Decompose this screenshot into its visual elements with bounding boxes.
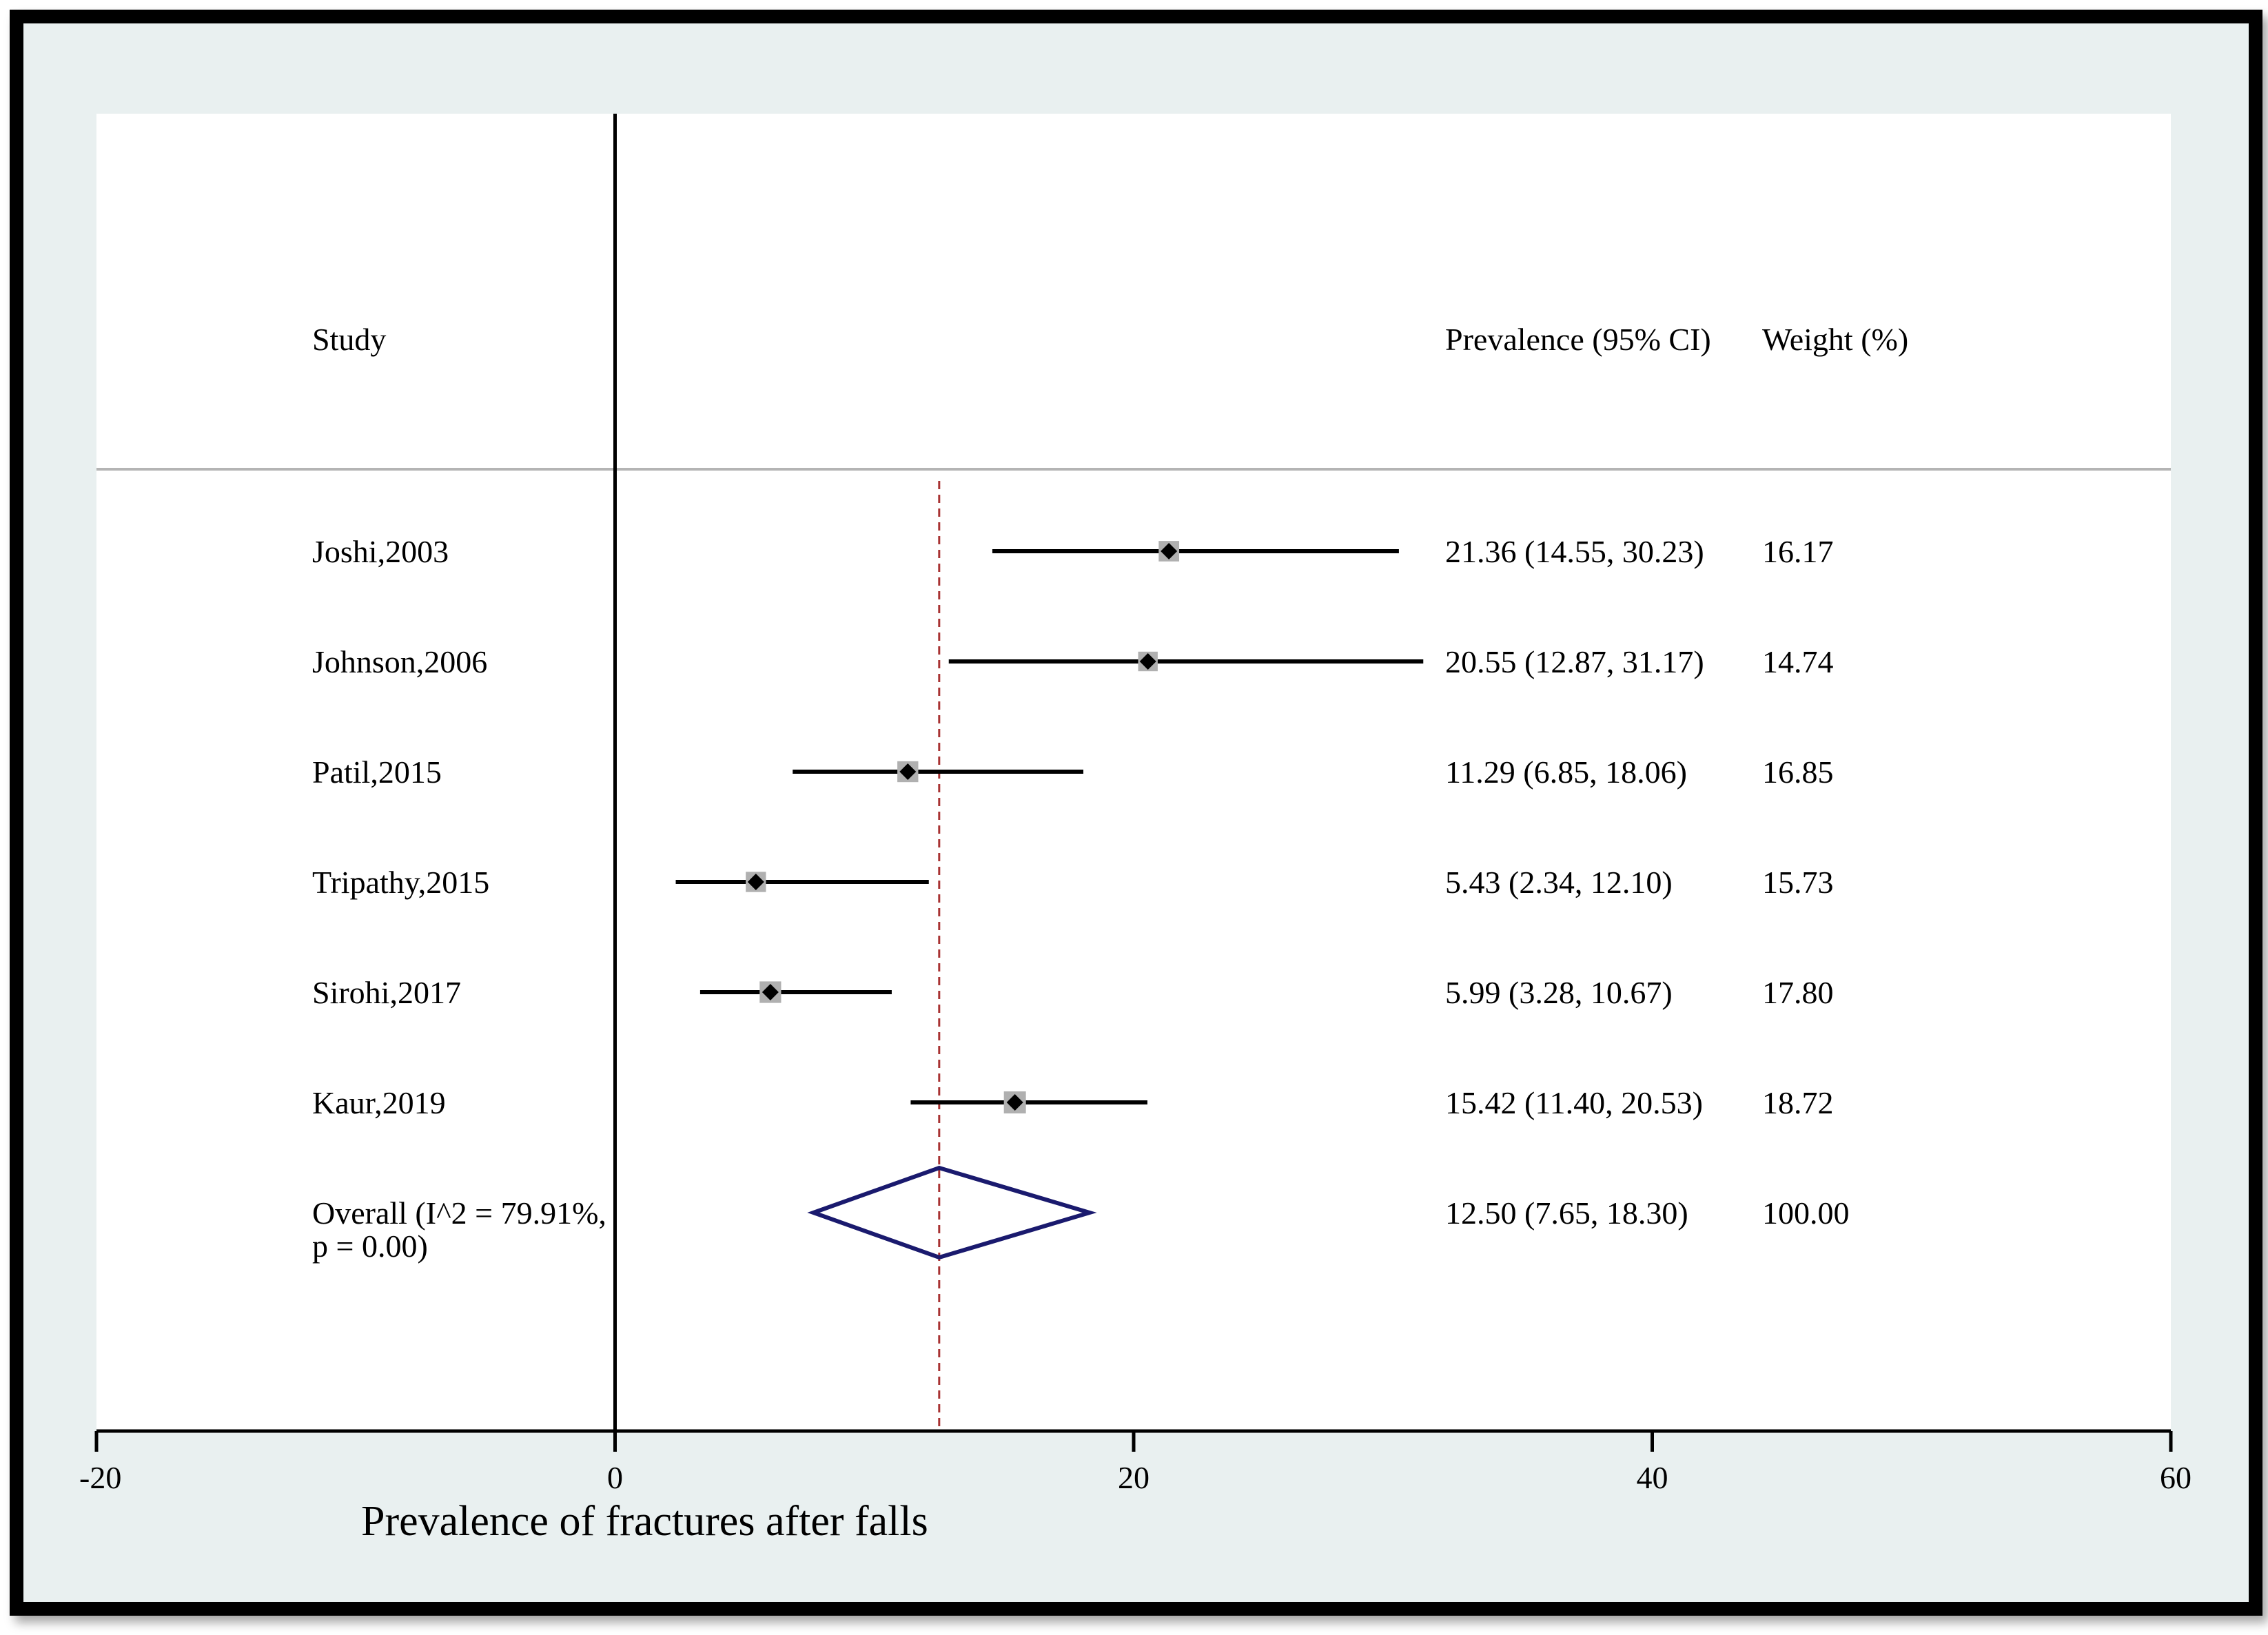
overall-weight: 100.00 <box>1762 1195 1850 1231</box>
study-estimate: 20.55 (12.87, 31.17) <box>1445 644 1704 679</box>
study-weight: 18.72 <box>1762 1085 1834 1120</box>
point-estimate-patil-2015 <box>899 763 917 780</box>
study-weight: 16.17 <box>1762 534 1834 569</box>
point-estimate-joshi-2003 <box>1161 543 1178 559</box>
study-label: Johnson,2006 <box>312 644 487 679</box>
overall-estimate: 12.50 (7.65, 18.30) <box>1445 1195 1688 1231</box>
study-estimate: 15.42 (11.40, 20.53) <box>1445 1085 1703 1120</box>
study-estimate: 5.43 (2.34, 12.10) <box>1445 865 1673 900</box>
overall-diamond <box>807 1165 1097 1260</box>
study-weight: 14.74 <box>1762 644 1834 679</box>
x-axis: -20 0 20 40 60 <box>79 1429 2192 1495</box>
study-label: Sirohi,2017 <box>312 975 461 1010</box>
study-label: Joshi,2003 <box>312 534 449 569</box>
plot-background <box>96 114 2171 1433</box>
study-estimate: 21.36 (14.55, 30.23) <box>1445 534 1704 569</box>
study-marks-group <box>675 541 1424 1260</box>
study-estimate: 11.29 (6.85, 18.06) <box>1445 754 1687 790</box>
study-weight: 16.85 <box>1762 754 1834 790</box>
x-tick-label: 40 <box>1637 1460 1668 1495</box>
overall-label-line1: Overall (I^2 = 79.91%, <box>312 1195 606 1231</box>
study-label: Tripathy,2015 <box>312 865 489 900</box>
header-weight: Weight (%) <box>1762 322 1908 357</box>
point-estimate-tripathy-2015 <box>747 874 764 890</box>
point-estimate-sirohi-2017 <box>762 984 779 1000</box>
point-estimate-johnson-2006 <box>1139 653 1156 670</box>
x-tick-label: 0 <box>607 1460 623 1495</box>
study-weight: 17.80 <box>1762 975 1834 1010</box>
x-tick-label: -20 <box>79 1460 121 1495</box>
point-estimate-kaur-2019 <box>1006 1094 1023 1111</box>
x-tick-label: 20 <box>1118 1460 1150 1495</box>
overall-label-line2: p = 0.00) <box>312 1228 428 1264</box>
header-study: Study <box>312 322 386 357</box>
study-estimate: 5.99 (3.28, 10.67) <box>1445 975 1673 1010</box>
study-label: Kaur,2019 <box>312 1085 446 1120</box>
study-label: Patil,2015 <box>312 754 442 790</box>
x-axis-title: Prevalence of fractures after falls <box>361 1498 928 1545</box>
study-weight: 15.73 <box>1762 865 1834 900</box>
header-estimate: Prevalence (95% CI) <box>1445 322 1711 357</box>
x-tick-label: 60 <box>2160 1460 2192 1495</box>
